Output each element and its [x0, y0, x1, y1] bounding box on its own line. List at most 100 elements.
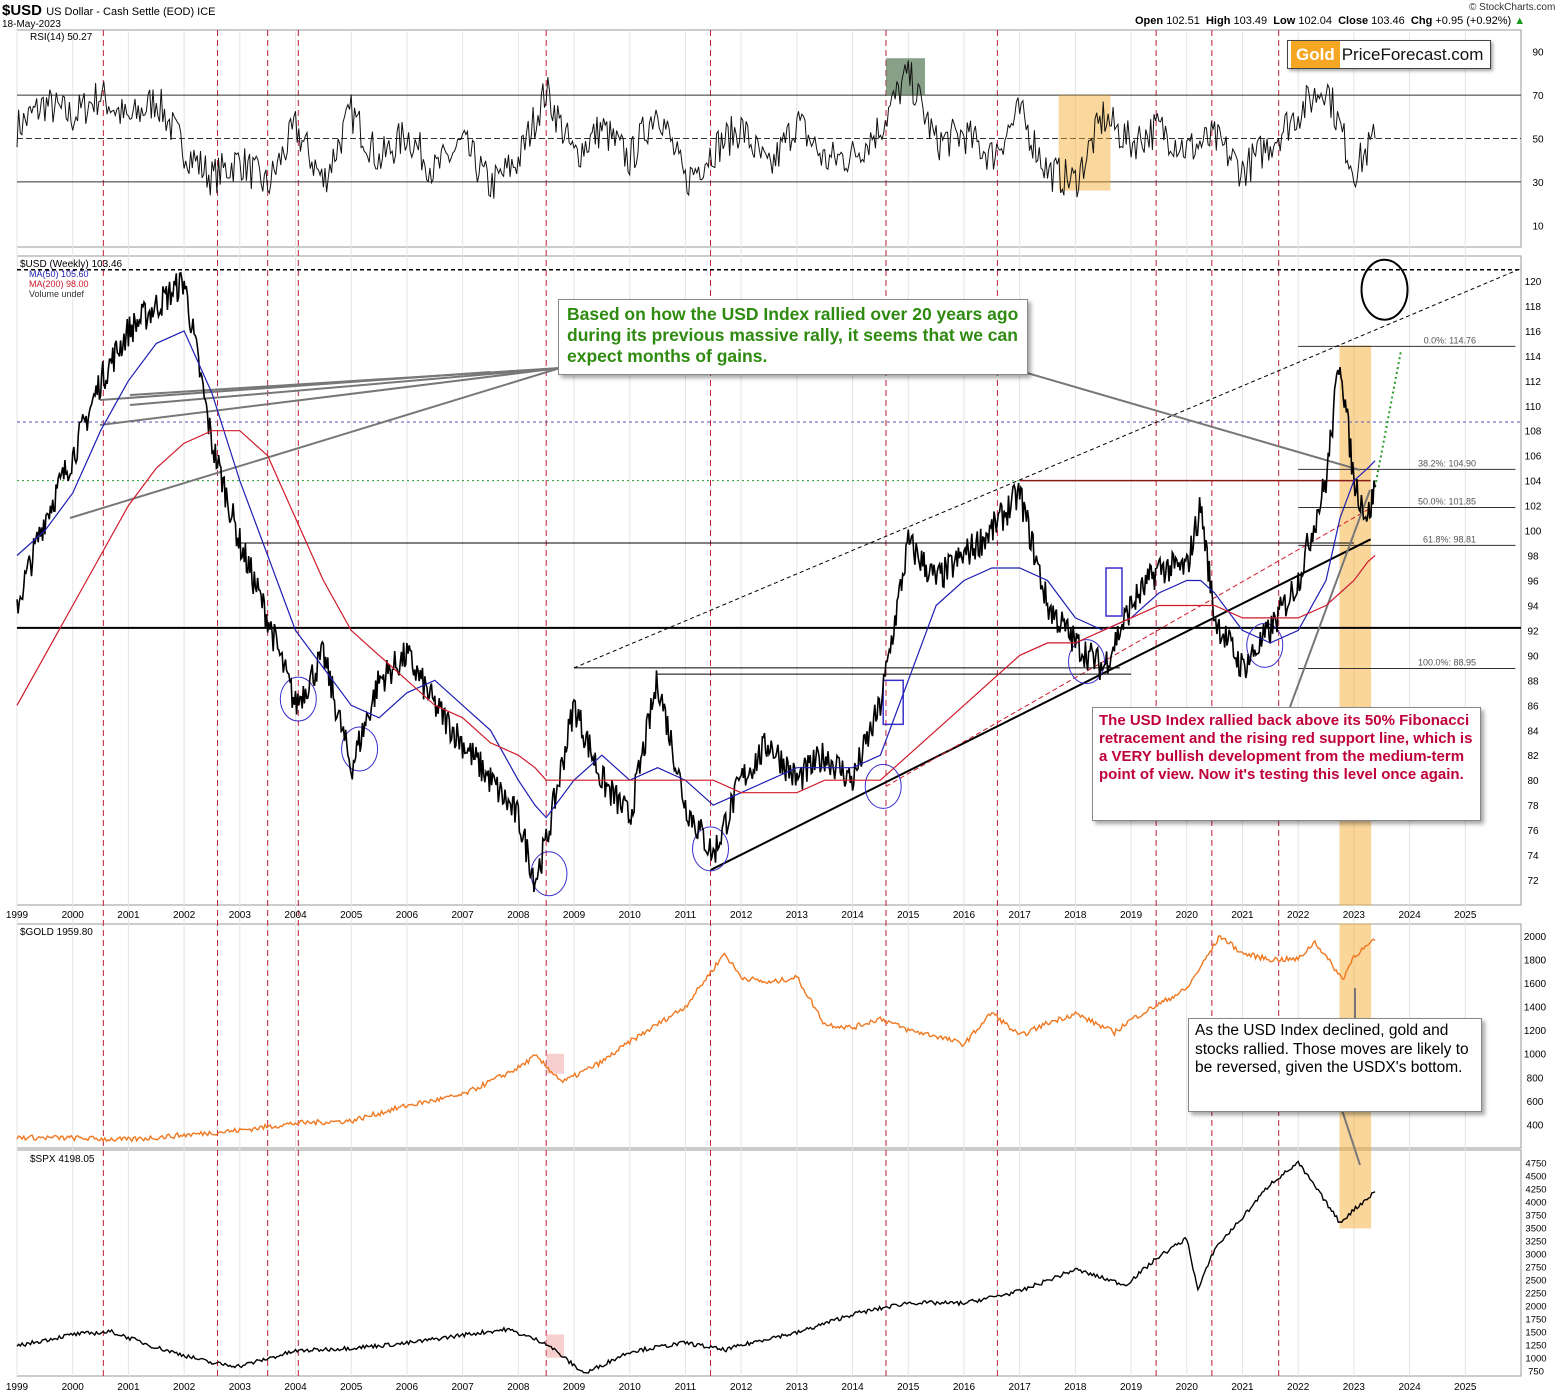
- annotation-pointer: [99, 371, 491, 401]
- usd-tick-label: 84: [1527, 726, 1539, 737]
- spx-xtick-label: 2000: [62, 1382, 85, 1393]
- spx-tick-label: 3250: [1525, 1236, 1546, 1247]
- usd-highlight-zone: [1339, 345, 1372, 906]
- usd-series-line: [16, 330, 1376, 819]
- fibonacci-label: 100.0%: 88.95: [1418, 657, 1476, 667]
- gold-pink-zone: [546, 1053, 565, 1074]
- low-circle: [692, 826, 730, 872]
- gold-tick-label: 400: [1527, 1120, 1544, 1131]
- usd-tick-label: 94: [1527, 601, 1539, 612]
- annotation-pointer: [129, 367, 561, 406]
- goldpriceforecast-logo: Gold PriceForecast.com: [1287, 40, 1491, 69]
- spx-xtick-label: 2020: [1176, 1382, 1199, 1393]
- close-value: 103.46: [1371, 15, 1405, 27]
- usd-tick-label: 116: [1525, 327, 1541, 338]
- spx-pink-zone: [546, 1334, 565, 1358]
- close-label: Close: [1338, 15, 1369, 27]
- usd-tick-label: 88: [1527, 676, 1539, 687]
- low-circle: [1246, 622, 1284, 668]
- spx-tick-label: 2750: [1525, 1262, 1546, 1273]
- usd-xtick-label: 2003: [229, 910, 252, 921]
- usd-xtick-label: 2008: [507, 910, 530, 921]
- spx-tick-label: 3500: [1525, 1223, 1546, 1234]
- credit: © StockCharts.com: [1469, 2, 1556, 13]
- spx-xtick-label: 2015: [897, 1382, 920, 1393]
- spx-tick-label: 2250: [1525, 1288, 1546, 1299]
- spx-xtick-label: 2011: [675, 1382, 697, 1393]
- spx-tick-label: 1000: [1525, 1353, 1546, 1364]
- usd-xtick-label: 2018: [1064, 910, 1087, 921]
- low-label: Low: [1273, 15, 1296, 27]
- breakout-box: [882, 679, 904, 726]
- spx-tick-label: 4000: [1525, 1197, 1546, 1208]
- symbol: $USD: [2, 2, 43, 19]
- spx-tick-label: 1750: [1525, 1314, 1546, 1325]
- spx-xtick-label: 2010: [619, 1382, 642, 1393]
- spx-xtick-label: 2025: [1454, 1382, 1477, 1393]
- spx-xtick-label: 2012: [730, 1382, 753, 1393]
- annotation-pointer: [1339, 1103, 1361, 1166]
- rsi-overbought-fill: [885, 58, 925, 96]
- breakout-box: [1105, 567, 1123, 617]
- logo-gold-word: Gold: [1291, 41, 1340, 68]
- fibonacci-label: 0.0%: 114.76: [1424, 335, 1476, 345]
- annotation-pointer: [69, 367, 561, 519]
- fibonacci-label: 50.0%: 101.85: [1418, 496, 1476, 506]
- gold-line: [16, 935, 1376, 1143]
- usd-xtick-label: 2013: [786, 910, 809, 921]
- spx-tick-label: 3750: [1525, 1210, 1546, 1221]
- usd-legend-volume: Volume undef: [29, 289, 85, 299]
- annotation-pointer: [1009, 367, 1361, 471]
- usd-xtick-label: 2017: [1009, 910, 1032, 921]
- rsi-tick-label: 90: [1532, 48, 1544, 59]
- high-label: High: [1205, 15, 1231, 27]
- spx-tick-label: 750: [1528, 1366, 1544, 1377]
- annotation-fibonacci-note: The USD Index rallied back above its 50%…: [1092, 707, 1481, 821]
- annotation-pointer: [99, 367, 561, 426]
- spx-tick-label: 3000: [1525, 1249, 1546, 1260]
- usd-tick-label: 104: [1525, 477, 1542, 488]
- spx-xtick-label: 2019: [1120, 1382, 1143, 1393]
- usd-tick-label: 114: [1525, 352, 1541, 363]
- usd-xtick-label: 2024: [1398, 910, 1421, 921]
- usd-xtick-label: 2004: [284, 910, 307, 921]
- usd-tick-label: 82: [1527, 751, 1539, 762]
- spx-xtick-label: 2022: [1287, 1382, 1310, 1393]
- rsi-tick-label: 50: [1532, 135, 1544, 146]
- usd-xtick-label: 2000: [62, 910, 85, 921]
- usd-xtick-label: 2023: [1343, 910, 1366, 921]
- usd-tick-label: 100: [1525, 527, 1542, 538]
- gold-tick-label: 1800: [1524, 955, 1547, 966]
- usd-tick-label: 112: [1525, 377, 1541, 388]
- fibonacci-label: 61.8%: 98.81: [1423, 534, 1476, 544]
- spx-xtick-label: 2023: [1343, 1382, 1366, 1393]
- rising-black-support: [710, 538, 1372, 871]
- spx-xtick-label: 2021: [1231, 1382, 1254, 1393]
- usd-legend-ma200: MA(200) 98.00: [29, 279, 89, 289]
- usd-xtick-label: 2020: [1176, 910, 1199, 921]
- spx-tick-label: 1250: [1525, 1340, 1546, 1351]
- low-value: 102.04: [1298, 15, 1332, 27]
- rsi-tick-label: 70: [1532, 91, 1544, 102]
- spx-xtick-label: 2018: [1064, 1382, 1087, 1393]
- spx-tick-label: 2000: [1525, 1301, 1546, 1312]
- fibonacci-label: 38.2%: 104.90: [1418, 458, 1476, 468]
- usd-xtick-label: 2009: [563, 910, 586, 921]
- usd-tick-label: 86: [1527, 701, 1539, 712]
- usd-tick-label: 76: [1527, 826, 1539, 837]
- low-circle: [530, 851, 568, 897]
- spx-xtick-label: 2009: [563, 1382, 586, 1393]
- open-label: Open: [1135, 15, 1164, 27]
- spx-tick-label: 4250: [1525, 1184, 1546, 1195]
- usd-tick-label: 74: [1527, 851, 1539, 862]
- usd-xtick-label: 2012: [730, 910, 753, 921]
- rsi-tick-label: 10: [1532, 221, 1544, 232]
- usd-xtick-label: 1999: [6, 910, 29, 921]
- change-arrow-icon: ▲: [1514, 15, 1526, 27]
- usd-title: $USD (Weekly) 103.46: [20, 259, 123, 270]
- gold-tick-label: 1400: [1524, 1003, 1547, 1014]
- spx-title: $SPX 4198.05: [30, 1154, 95, 1165]
- gold-tick-label: 1600: [1524, 979, 1547, 990]
- spx-xtick-label: 2013: [786, 1382, 809, 1393]
